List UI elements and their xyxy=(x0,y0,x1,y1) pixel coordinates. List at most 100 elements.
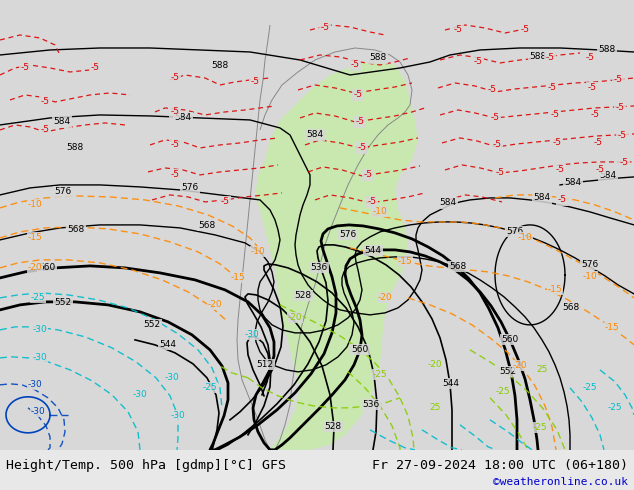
Text: 588: 588 xyxy=(67,144,84,152)
Text: -15: -15 xyxy=(398,257,412,267)
Text: -15: -15 xyxy=(548,285,562,294)
Text: -25: -25 xyxy=(607,403,623,413)
Text: -30: -30 xyxy=(171,411,185,420)
Text: -15: -15 xyxy=(28,233,42,243)
Text: -25: -25 xyxy=(30,294,45,302)
Text: 536: 536 xyxy=(311,264,328,272)
Text: -10: -10 xyxy=(583,272,597,281)
Text: -5: -5 xyxy=(474,57,482,67)
Text: -25: -25 xyxy=(583,383,597,392)
Text: 584: 584 xyxy=(533,194,550,202)
Text: 588: 588 xyxy=(211,61,229,71)
Text: -5: -5 xyxy=(41,125,49,134)
Text: -25: -25 xyxy=(373,370,387,379)
Text: -20: -20 xyxy=(208,300,223,309)
Text: -20: -20 xyxy=(378,294,392,302)
Text: 576: 576 xyxy=(581,260,598,270)
Text: -5: -5 xyxy=(586,53,595,63)
Text: 568: 568 xyxy=(67,225,84,234)
Text: -5: -5 xyxy=(356,118,365,126)
Text: 536: 536 xyxy=(363,400,380,409)
Text: 568: 568 xyxy=(562,303,579,313)
Text: -5: -5 xyxy=(250,77,259,86)
Text: 588: 588 xyxy=(529,52,547,61)
Text: -5: -5 xyxy=(593,139,602,147)
Text: Height/Temp. 500 hPa [gdmp][°C] GFS: Height/Temp. 500 hPa [gdmp][°C] GFS xyxy=(6,459,287,471)
Text: -5: -5 xyxy=(557,196,567,204)
Text: -5: -5 xyxy=(20,64,30,73)
Text: -5: -5 xyxy=(491,114,500,122)
Text: 544: 544 xyxy=(365,246,382,255)
Text: 588: 588 xyxy=(598,46,616,54)
Text: -5: -5 xyxy=(368,197,377,206)
Text: 528: 528 xyxy=(294,292,311,300)
Text: -5: -5 xyxy=(221,197,230,206)
Text: 25: 25 xyxy=(429,403,441,413)
Text: 544: 544 xyxy=(443,379,460,389)
Text: -25: -25 xyxy=(203,383,217,392)
Text: -30: -30 xyxy=(28,380,42,390)
Text: -5: -5 xyxy=(555,166,564,174)
Text: 568: 568 xyxy=(450,262,467,271)
Text: -5: -5 xyxy=(488,85,496,95)
Text: -10: -10 xyxy=(28,200,42,209)
Text: -5: -5 xyxy=(614,75,623,84)
Text: -10: -10 xyxy=(250,247,266,256)
Text: -5: -5 xyxy=(496,169,505,177)
Text: 584: 584 xyxy=(174,114,191,122)
Text: 584: 584 xyxy=(439,198,456,207)
Text: 584: 584 xyxy=(306,130,323,140)
Text: -30: -30 xyxy=(245,330,259,340)
Text: 552: 552 xyxy=(500,368,517,376)
Text: 560: 560 xyxy=(39,264,56,272)
Text: 552: 552 xyxy=(143,320,160,329)
Text: ©weatheronline.co.uk: ©weatheronline.co.uk xyxy=(493,477,628,487)
Text: -5: -5 xyxy=(171,171,179,179)
Text: 576: 576 xyxy=(181,183,198,193)
Text: -5: -5 xyxy=(363,171,373,179)
Text: 552: 552 xyxy=(55,298,72,307)
Text: -20: -20 xyxy=(288,314,302,322)
Text: -5: -5 xyxy=(358,144,366,152)
Text: 25: 25 xyxy=(536,366,548,374)
Text: -10: -10 xyxy=(517,233,533,243)
Text: 576: 576 xyxy=(339,230,356,240)
Text: -5: -5 xyxy=(588,83,597,93)
Text: -15: -15 xyxy=(231,273,245,282)
Text: -5: -5 xyxy=(321,24,330,32)
Text: -5: -5 xyxy=(590,110,600,120)
Polygon shape xyxy=(255,60,418,450)
Text: -25: -25 xyxy=(533,423,547,432)
Text: -10: -10 xyxy=(373,207,387,217)
Text: -5: -5 xyxy=(618,131,626,141)
Text: -5: -5 xyxy=(453,25,462,34)
Text: 512: 512 xyxy=(256,360,273,369)
Text: -20: -20 xyxy=(428,360,443,369)
Text: 576: 576 xyxy=(55,187,72,196)
Text: -5: -5 xyxy=(548,83,557,93)
Text: -30: -30 xyxy=(165,373,179,382)
Text: 544: 544 xyxy=(160,341,176,349)
Text: -30: -30 xyxy=(32,353,48,363)
Text: -5: -5 xyxy=(171,141,179,149)
Text: -5: -5 xyxy=(493,141,501,149)
Text: 528: 528 xyxy=(325,422,342,431)
Text: 588: 588 xyxy=(370,53,387,63)
Text: 560: 560 xyxy=(501,335,519,344)
Text: -5: -5 xyxy=(521,25,529,34)
Text: -5: -5 xyxy=(550,110,559,120)
Text: -5: -5 xyxy=(619,158,628,168)
Text: 584: 584 xyxy=(564,178,581,188)
Text: -15: -15 xyxy=(605,323,619,332)
Text: -20: -20 xyxy=(513,361,527,370)
Text: -5: -5 xyxy=(552,139,562,147)
Text: -5: -5 xyxy=(171,74,179,82)
Text: -5: -5 xyxy=(91,64,100,73)
Text: Fr 27-09-2024 18:00 UTC (06+180): Fr 27-09-2024 18:00 UTC (06+180) xyxy=(372,459,628,471)
Text: -25: -25 xyxy=(496,387,510,396)
Text: 584: 584 xyxy=(599,172,616,180)
Text: -5: -5 xyxy=(595,166,604,174)
Text: 576: 576 xyxy=(507,227,524,236)
Text: -20: -20 xyxy=(28,264,42,272)
Text: -5: -5 xyxy=(545,53,555,63)
